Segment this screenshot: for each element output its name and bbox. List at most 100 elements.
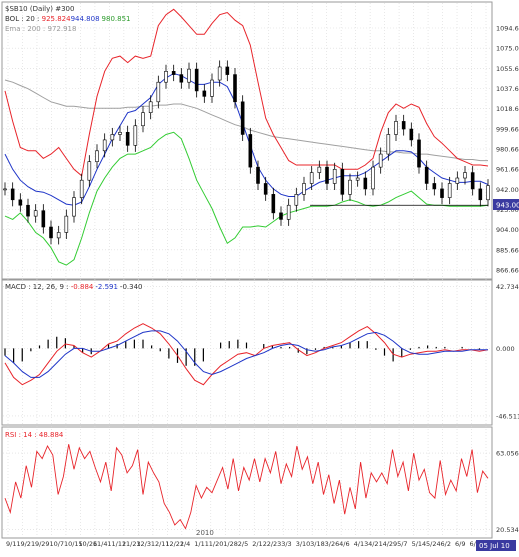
x-tick-label: 10/26 (78, 540, 97, 548)
candle-body (486, 185, 490, 201)
x-tick-label: 4/29 (383, 540, 398, 548)
candle-body (371, 166, 375, 190)
rsi-y-tick-label: 20.534 (496, 526, 519, 534)
bollinger-prefix: BOL : 20 : (5, 15, 42, 23)
x-tick-label: 6/9 (455, 540, 465, 548)
x-tick-label: 4/6 (339, 540, 349, 548)
x-tick-label: 6/2 (441, 540, 451, 548)
candle-body (156, 81, 161, 103)
candle-body (217, 66, 222, 81)
candle-body (102, 139, 107, 152)
price-y-tick-label: 1018.66 (496, 105, 519, 113)
candle-body (3, 188, 7, 191)
candle-body (233, 74, 237, 103)
x-tick-label: 12/3 (136, 540, 151, 548)
candle-body (202, 90, 207, 97)
candle-body (386, 134, 391, 155)
candle-body (49, 226, 53, 239)
candle-body (133, 125, 138, 146)
date-tag-badge (476, 540, 516, 551)
candle-body (263, 183, 268, 195)
x-tick-label: 3/10 (296, 540, 311, 548)
x-tick-label: 3/3 (281, 540, 291, 548)
candle-body (225, 66, 230, 75)
candle-body (424, 166, 429, 184)
price-y-tick-label: 1075.00 (496, 45, 519, 53)
x-tick-label: 10/7 (49, 540, 64, 548)
bollinger-middle-value: 944.808 (71, 15, 100, 23)
candle-body (286, 204, 291, 220)
macd-y-tick-label: 0.000 (496, 345, 515, 353)
bollinger-middle-band (4, 72, 489, 206)
ema-200-line (4, 79, 488, 162)
candle-body (355, 177, 360, 181)
bollinger-upper-value: 925.824 (42, 15, 71, 23)
x-tick-label: 1/20 (209, 540, 224, 548)
macd-prefix: MACD : 12, 26, 9 : (5, 283, 71, 291)
macd-line (4, 323, 489, 386)
grid-layer (3, 3, 491, 537)
x-tick-label: 9/21 (20, 540, 35, 548)
candle-body (317, 166, 322, 173)
last-price-badge (493, 199, 519, 210)
x-tick-label: 4/21 (368, 540, 383, 548)
candle-body (332, 169, 337, 184)
candle-body (348, 179, 352, 195)
price-y-tick-label: 1055.66 (496, 65, 519, 73)
x-tick-label: 5/24 (426, 540, 441, 548)
price-panel-frame (1, 1, 493, 280)
macd-value: -0.884 (71, 283, 94, 291)
candle-body (309, 172, 314, 184)
price-y-tick-label: 904.00 (496, 226, 519, 234)
x-tick-label: 3/18 (310, 540, 325, 548)
x-tick-label: 12/22 (165, 540, 184, 548)
candle-body (394, 121, 398, 135)
x-tick-label: 2/23 (267, 540, 282, 548)
x-tick-label: 2/12 (252, 540, 267, 548)
candle-body (340, 169, 345, 195)
rsi-y-tick-label: 63.056 (496, 450, 519, 458)
x-tick-label: 5/14 (412, 540, 427, 548)
x-tick-label: 5/7 (397, 540, 407, 548)
candle-body (56, 232, 61, 239)
candle-body (302, 183, 306, 195)
candle-body (363, 177, 368, 190)
macd-legend: MACD : 12, 26, 9 : -0.884 -2.591 -0.340 (5, 283, 143, 291)
candle-body (401, 121, 406, 130)
bollinger-upper-band (4, 8, 489, 177)
macd-panel-frame (1, 279, 493, 426)
candle-body (432, 183, 437, 190)
ema-legend: Ema : 200 : 972.918 (5, 25, 76, 33)
candle-body (110, 134, 115, 141)
x-tick-label: 10/15 (64, 540, 83, 548)
macd-y-tick-label: -46.511 (496, 412, 519, 420)
bollinger-legend: BOL : 20 : 925.824944.808 980.851 (5, 15, 130, 23)
rsi-panel-frame (1, 426, 493, 539)
candle-body (72, 197, 76, 217)
candle-body (271, 194, 276, 214)
price-y-tick-label: 942.00 (496, 186, 519, 194)
candle-body (64, 215, 69, 233)
candle-body (164, 71, 168, 83)
x-tick-label: 11/4 (93, 540, 108, 548)
x-tick-label: 11/23 (122, 540, 141, 548)
price-y-tick-label: 885.66 (496, 246, 519, 254)
candle-body (187, 68, 191, 83)
candle-body (141, 112, 145, 127)
price-y-tick-label: 961.66 (496, 166, 519, 174)
candle-body (87, 161, 92, 181)
candle-body (10, 188, 15, 201)
x-tick-label: 11/12 (107, 540, 126, 548)
candle-body (409, 128, 414, 141)
candle-body (148, 101, 153, 113)
candle-body (240, 101, 245, 135)
candle-body (33, 210, 38, 217)
candle-body (470, 172, 475, 190)
x-tick-label: 1/11 (194, 540, 209, 548)
price-y-tick-label: 1094.66 (496, 25, 519, 33)
x-tick-label: 12/11 (151, 540, 170, 548)
year-label: 2010 (196, 529, 214, 537)
